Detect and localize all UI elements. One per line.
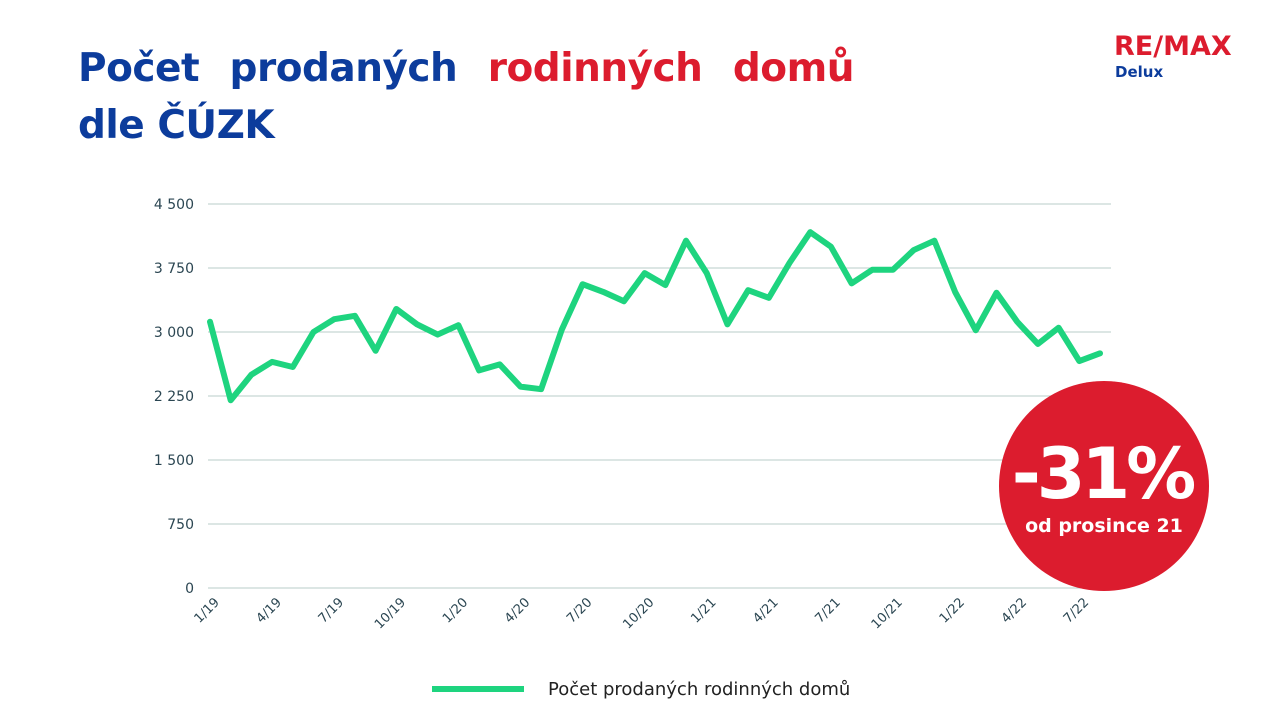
x-tick-label: 7/22 xyxy=(1061,595,1092,626)
y-tick-label: 0 xyxy=(185,581,194,597)
x-tick-label: 10/21 xyxy=(869,595,906,632)
title-part: dle ČÚZK xyxy=(78,103,275,148)
x-tick-label: 4/22 xyxy=(999,595,1030,626)
x-tick-label: 1/21 xyxy=(688,595,719,626)
y-tick-label: 3 000 xyxy=(154,325,194,341)
y-tick-label: 750 xyxy=(167,517,194,533)
title-part: Počet prodaných xyxy=(78,46,458,91)
badge-text: -31% xyxy=(1012,433,1194,515)
logo-office: Delux xyxy=(1115,63,1163,81)
y-tick-label: 4 500 xyxy=(154,197,194,213)
x-tick-label: 4/21 xyxy=(750,595,781,626)
x-tick-label: 10/19 xyxy=(372,595,409,632)
y-tick-label: 2 250 xyxy=(154,389,194,405)
x-tick-label: 1/19 xyxy=(192,595,223,626)
title-part: rodinných domů xyxy=(487,46,855,91)
data-line xyxy=(207,229,1103,404)
x-tick-label: 4/20 xyxy=(502,595,533,626)
x-tick-label: 10/20 xyxy=(620,595,657,632)
logo-brand: RE/MAX xyxy=(1114,31,1232,62)
title: Počet prodaných rodinných domů dle ČÚZK xyxy=(78,40,855,154)
badge-subtext: od prosince 21 xyxy=(1025,515,1183,537)
y-tick-label: 3 750 xyxy=(154,261,194,277)
x-tick-label: 1/22 xyxy=(937,595,968,626)
badge xyxy=(999,381,1209,591)
legend-label: Počet prodaných rodinných domů xyxy=(548,679,850,700)
x-tick-label: 1/20 xyxy=(440,595,471,626)
x-tick-label: 4/19 xyxy=(254,595,285,626)
x-tick-label: 7/20 xyxy=(564,595,595,626)
y-tick-label: 1 500 xyxy=(154,453,194,469)
x-tick-label: 7/19 xyxy=(316,595,347,626)
x-tick-label: 7/21 xyxy=(813,595,844,626)
